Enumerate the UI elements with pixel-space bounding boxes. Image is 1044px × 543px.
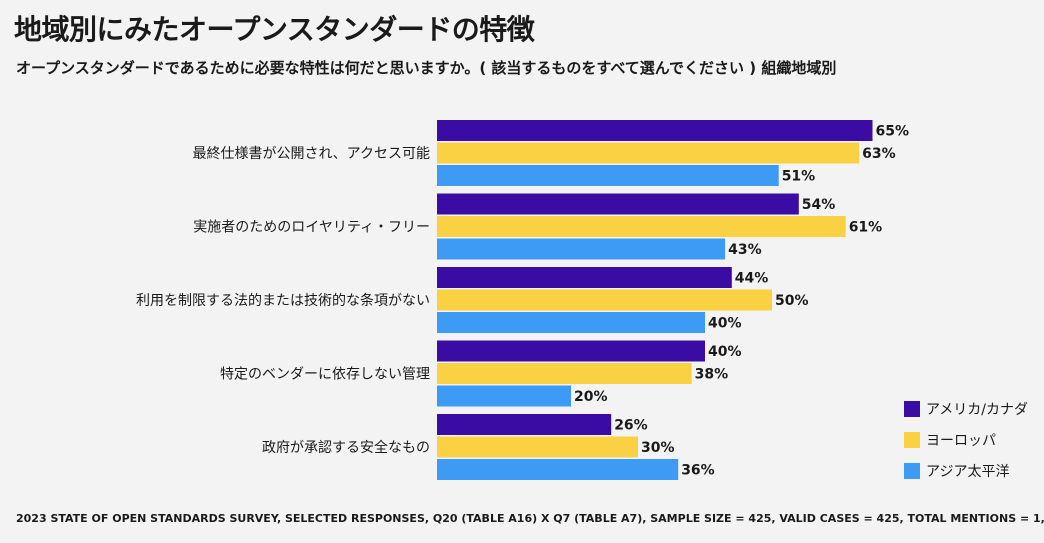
value-label-apac: 20% (574, 389, 608, 405)
legend-item-apac: アジア太平洋 (904, 462, 1028, 480)
bar-europe (437, 142, 860, 164)
value-label-europe: 50% (775, 293, 809, 309)
value-label-apac: 36% (681, 463, 715, 479)
source-footnote: 2023 STATE OF OPEN STANDARDS SURVEY, SEL… (16, 512, 1044, 525)
legend-label-apac: アジア太平洋 (926, 464, 1010, 480)
value-label-europe: 38% (695, 367, 729, 383)
value-label-americas: 54% (802, 197, 836, 213)
value-label-americas: 40% (708, 344, 742, 360)
category-label: 最終仕様書が公開され、アクセス可能 (193, 146, 430, 162)
category-label: 実施者のためのロイヤリティ・フリー (193, 220, 430, 236)
value-label-europe: 30% (641, 440, 675, 456)
chart-title: 地域別にみたオープンスタンダードの特徴 (14, 13, 535, 46)
bar-europe (437, 363, 692, 384)
bar-americas (437, 193, 799, 215)
legend-label-europe: ヨーロッパ (926, 433, 996, 449)
bar-apac (437, 312, 705, 333)
category-label: 政府が承認する安全なもの (262, 439, 430, 456)
bar-americas (437, 414, 612, 435)
bar-europe (437, 216, 846, 237)
value-label-apac: 43% (728, 242, 762, 258)
legend-label-americas: アメリカ/カナダ (926, 402, 1029, 418)
legend-item-americas: アメリカ/カナダ (904, 400, 1028, 418)
chart-subtitle: オープンスタンダードであるために必要な特性は何だと思いますか。( 該当するものを… (16, 59, 837, 77)
legend-swatch-americas (904, 401, 920, 417)
category-label: 利用を制限する法的または技術的な条項がない (136, 292, 430, 309)
legend-item-europe: ヨーロッパ (904, 431, 1028, 449)
bar-americas (437, 120, 873, 141)
value-label-americas: 65% (876, 124, 910, 140)
category-label: 特定のベンダーに依存しない管理 (220, 367, 430, 383)
value-label-europe: 61% (849, 220, 883, 236)
bar-apac (437, 238, 726, 260)
value-label-americas: 44% (735, 271, 769, 287)
bar-apac (437, 385, 571, 407)
value-label-americas: 26% (614, 418, 648, 434)
bar-americas (437, 340, 705, 362)
bar-apac (437, 459, 679, 480)
value-label-europe: 63% (862, 146, 896, 162)
bar-europe (437, 436, 638, 458)
legend-swatch-apac (904, 463, 920, 479)
chart-legend: アメリカ/カナダ ヨーロッパ アジア太平洋 (904, 400, 1028, 493)
value-label-apac: 51% (782, 169, 816, 185)
bar-europe (437, 289, 772, 311)
legend-swatch-europe (904, 432, 920, 448)
bar-americas (437, 267, 732, 288)
value-label-apac: 40% (708, 316, 742, 332)
bar-apac (437, 165, 779, 186)
